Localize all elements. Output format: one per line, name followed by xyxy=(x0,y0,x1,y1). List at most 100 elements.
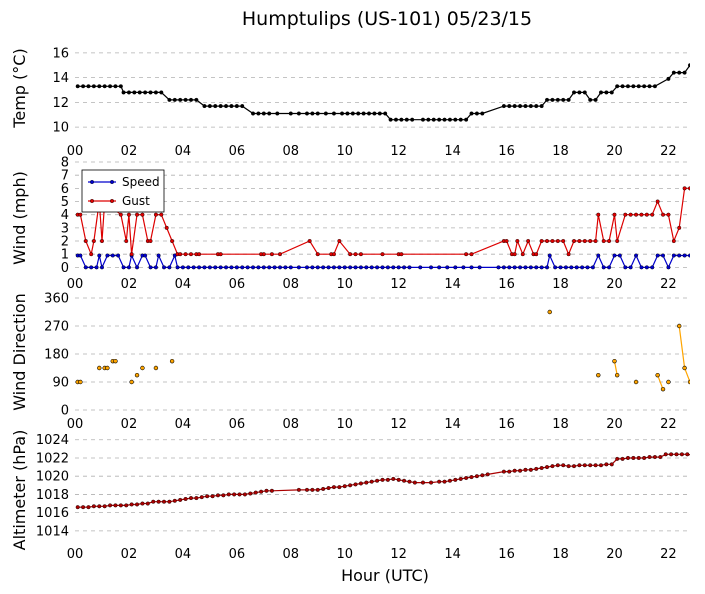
data-point xyxy=(631,455,636,460)
data-point xyxy=(590,265,595,270)
data-point xyxy=(545,465,550,470)
x-tick-label: 10 xyxy=(336,417,353,432)
data-point xyxy=(607,239,612,244)
panel-altimeter: 1014 1016 1018 1020 1022 1024 00 02 04 06 08 10 12 14… xyxy=(10,430,690,562)
data-point xyxy=(561,97,566,102)
data-point xyxy=(596,372,601,378)
data-point xyxy=(188,97,193,102)
y-axis-label: Wind (mph) xyxy=(10,171,29,265)
data-point xyxy=(175,265,180,270)
data-point xyxy=(167,499,172,504)
x-tick-label: 08 xyxy=(283,547,300,562)
data-point xyxy=(528,104,533,109)
data-point xyxy=(315,252,320,257)
y-tick-label: 6 xyxy=(61,182,69,197)
data-point xyxy=(480,473,485,478)
data-point xyxy=(660,386,666,392)
data-point xyxy=(399,252,404,257)
y-tick-label: 1018 xyxy=(36,488,69,503)
x-tick-label: 16 xyxy=(498,417,515,432)
data-point xyxy=(126,90,131,95)
data-point xyxy=(121,265,126,270)
data-point xyxy=(523,104,528,109)
data-point xyxy=(135,265,140,270)
data-point xyxy=(253,490,258,495)
data-point xyxy=(550,97,555,102)
y-axis-label: Temp (°C) xyxy=(10,48,29,128)
data-point xyxy=(407,479,412,484)
y-tick-label: 360 xyxy=(44,292,69,307)
x-tick-label: 04 xyxy=(175,277,192,292)
x-tick-label: 20 xyxy=(606,547,623,562)
data-point xyxy=(518,468,523,473)
data-point xyxy=(442,117,447,122)
data-point xyxy=(507,265,512,270)
data-point xyxy=(572,90,577,95)
data-point xyxy=(178,97,183,102)
data-point xyxy=(426,117,431,122)
data-point xyxy=(501,469,506,474)
data-point xyxy=(113,358,118,364)
data-point xyxy=(555,239,560,244)
data-point xyxy=(275,111,280,116)
data-point xyxy=(232,492,237,497)
data-point xyxy=(218,104,223,109)
data-point xyxy=(539,239,544,244)
data-point xyxy=(178,252,183,257)
x-tick-label: 14 xyxy=(444,547,461,562)
x-tick-label: 16 xyxy=(498,547,515,562)
x-tick-label: 12 xyxy=(390,277,407,292)
data-point xyxy=(207,265,212,270)
data-point xyxy=(234,104,239,109)
data-point xyxy=(315,265,320,270)
y-tick-label: 16 xyxy=(52,46,69,61)
data-point xyxy=(153,265,158,270)
data-point xyxy=(631,84,636,89)
data-point xyxy=(383,111,388,116)
data-point xyxy=(545,239,550,244)
data-point xyxy=(615,456,620,461)
data-point xyxy=(677,253,682,258)
data-point xyxy=(636,84,641,89)
data-point xyxy=(213,104,218,109)
data-point xyxy=(572,239,577,244)
data-point xyxy=(453,265,458,270)
data-point xyxy=(607,265,612,270)
data-point xyxy=(331,485,336,490)
data-point xyxy=(447,117,452,122)
data-point xyxy=(167,97,172,102)
data-point xyxy=(202,265,207,270)
y-tick-label: 10 xyxy=(52,121,69,136)
data-point xyxy=(159,90,164,95)
data-point xyxy=(116,253,121,258)
data-point xyxy=(205,494,210,499)
data-point xyxy=(464,252,469,257)
data-point xyxy=(337,485,342,490)
data-point xyxy=(385,477,390,482)
y-tick-label: 3 xyxy=(61,221,69,236)
data-point xyxy=(288,111,293,116)
data-point xyxy=(633,379,639,385)
data-point xyxy=(188,252,193,257)
data-point xyxy=(385,265,390,270)
y-tick-label: 8 xyxy=(61,156,69,171)
y-tick-label: 14 xyxy=(52,71,69,86)
data-point xyxy=(682,70,687,75)
data-point xyxy=(644,265,649,270)
data-point xyxy=(388,117,393,122)
data-point xyxy=(407,265,412,270)
data-point xyxy=(153,90,158,95)
data-point xyxy=(331,252,336,257)
x-tick-label: 06 xyxy=(229,277,246,292)
data-point xyxy=(523,265,528,270)
data-point xyxy=(140,365,145,371)
data-point xyxy=(296,265,301,270)
data-point xyxy=(86,505,91,510)
data-point xyxy=(617,253,622,258)
data-point xyxy=(685,452,690,457)
data-point xyxy=(474,474,479,479)
data-point xyxy=(639,265,644,270)
data-point xyxy=(604,90,609,95)
data-point xyxy=(572,464,577,469)
data-point xyxy=(135,502,140,507)
